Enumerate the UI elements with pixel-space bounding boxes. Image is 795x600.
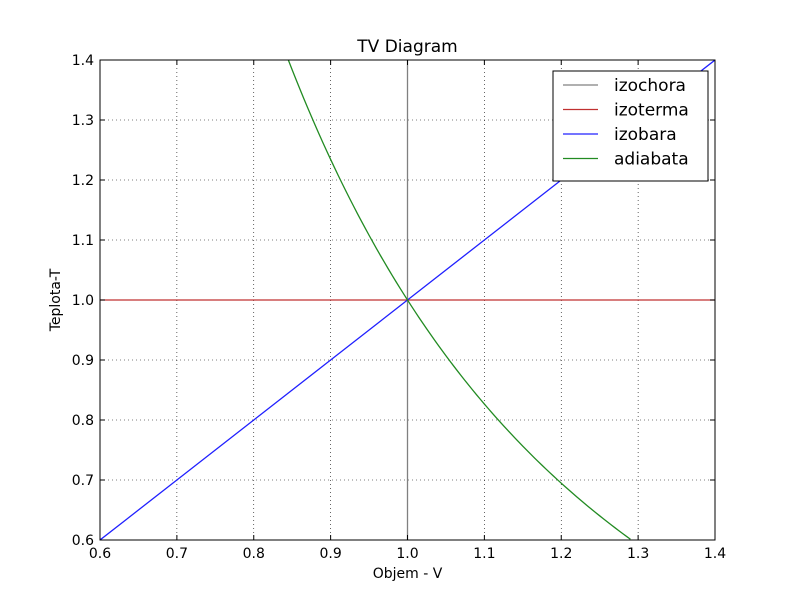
y-tick-label: 0.6 <box>72 533 94 549</box>
chart-title: TV Diagram <box>356 37 457 57</box>
legend-label-adiabata: adiabata <box>614 150 689 170</box>
x-tick-label: 1.3 <box>627 546 649 562</box>
x-tick-label: 0.6 <box>89 546 111 562</box>
legend-label-izobara: izobara <box>614 125 677 145</box>
y-tick-label: 0.8 <box>72 413 94 429</box>
y-tick-label: 0.9 <box>72 353 94 369</box>
series-line-adiabata <box>287 60 631 540</box>
x-tick-label: 1.2 <box>550 546 572 562</box>
y-tick-label: 1.4 <box>72 53 94 69</box>
legend-box <box>552 70 709 182</box>
y-tick-label: 1.2 <box>72 173 94 189</box>
x-tick-label: 0.7 <box>166 546 188 562</box>
legend: izochora izoterma izobara adiabata <box>552 70 709 182</box>
y-tick-label: 1.0 <box>72 293 94 309</box>
legend-label-izoterma: izoterma <box>614 101 689 121</box>
x-tick-label: 1.4 <box>704 546 726 562</box>
y-axis-title: Teplota-T <box>48 268 64 332</box>
y-tick-label: 1.3 <box>72 113 94 129</box>
ticks: 0.6 0.7 0.8 0.9 1.0 1.1 1.2 1.3 1.4 0.6 0.7 0.8 0.9 1… <box>72 53 726 562</box>
y-tick-label: 1.1 <box>72 233 94 249</box>
x-tick-label: 0.8 <box>243 546 265 562</box>
legend-label-izochora: izochora <box>614 76 686 96</box>
plot-area <box>100 60 715 540</box>
x-tick-label: 0.9 <box>319 546 341 562</box>
x-tick-label: 1.1 <box>473 546 495 562</box>
x-tick-label: 1.0 <box>396 546 418 562</box>
y-tick-label: 0.7 <box>72 473 94 489</box>
x-axis-title: Objem - V <box>373 566 443 582</box>
